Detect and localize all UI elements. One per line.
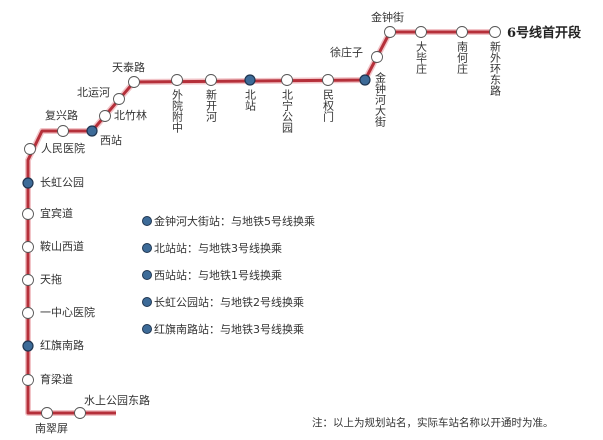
station-label: 育梁道	[40, 373, 73, 386]
station-label: 天拖	[40, 273, 62, 286]
line-title: 6号线首开段	[507, 25, 581, 41]
interchange-station-marker	[22, 340, 34, 352]
station-label: 外院附中	[170, 89, 184, 133]
legend-item: 红旗南路站：与地铁3号线换乘	[154, 322, 304, 336]
legend-marker	[142, 324, 152, 334]
legend-item: 金钟河大街站：与地铁5号线换乘	[154, 214, 315, 228]
station-label: 南何庄	[455, 41, 469, 74]
legend-marker	[142, 243, 152, 253]
station-marker	[456, 26, 468, 38]
station-marker	[74, 407, 86, 419]
station-label: 人民医院	[41, 142, 85, 155]
station-marker	[99, 110, 111, 122]
station-label: 一中心医院	[40, 306, 95, 319]
legend-item: 西站站：与地铁1号线换乘	[154, 268, 282, 282]
legend-marker	[142, 297, 152, 307]
station-label: 新外环东路	[488, 41, 502, 96]
station-label: 复兴路	[45, 109, 78, 122]
station-label: 大毕庄	[414, 41, 428, 74]
station-marker	[128, 76, 140, 88]
station-marker	[415, 26, 427, 38]
station-label: 新开河	[204, 89, 218, 122]
station-marker	[113, 93, 125, 105]
station-marker	[281, 74, 293, 86]
station-marker	[22, 374, 34, 386]
interchange-station-marker	[86, 125, 98, 137]
station-marker	[22, 307, 34, 319]
station-marker	[41, 407, 53, 419]
interchange-station-marker	[244, 74, 256, 86]
station-label: 南翠屏	[35, 422, 68, 435]
legend-item: 长虹公园站：与地铁2号线换乘	[154, 295, 304, 309]
station-label: 民权门	[321, 89, 335, 122]
footnote: 注：以上为规划站名，实际车站名称以开通时为准。	[312, 416, 554, 429]
station-label: 长虹公园	[40, 176, 84, 189]
station-label: 鞍山西道	[40, 240, 84, 253]
station-marker	[171, 74, 183, 86]
legend-marker	[142, 270, 152, 280]
station-label: 北竹林	[114, 109, 147, 122]
station-label: 北站	[243, 89, 257, 111]
station-marker	[22, 241, 34, 253]
station-label: 西站	[100, 134, 122, 147]
station-label: 金钟河大街	[373, 72, 387, 127]
station-marker	[489, 26, 501, 38]
interchange-station-marker	[359, 74, 371, 86]
legend-item: 北站站：与地铁3号线换乘	[154, 241, 282, 255]
station-marker	[22, 208, 34, 220]
station-label: 金钟街	[371, 11, 404, 24]
station-label: 宜宾道	[40, 207, 73, 220]
station-marker	[205, 74, 217, 86]
interchange-station-marker	[22, 177, 34, 189]
station-marker	[322, 74, 334, 86]
station-marker	[384, 26, 396, 38]
station-marker	[24, 143, 36, 155]
station-marker	[371, 51, 383, 63]
station-label: 北宁公园	[280, 89, 294, 133]
station-marker	[22, 274, 34, 286]
station-label: 北运河	[77, 86, 110, 99]
station-label: 红旗南路	[40, 339, 84, 352]
station-marker	[57, 125, 69, 137]
station-label: 水上公园东路	[84, 394, 150, 407]
station-label: 天泰路	[112, 61, 145, 74]
legend-marker	[142, 216, 152, 226]
station-label: 徐庄子	[330, 46, 363, 59]
